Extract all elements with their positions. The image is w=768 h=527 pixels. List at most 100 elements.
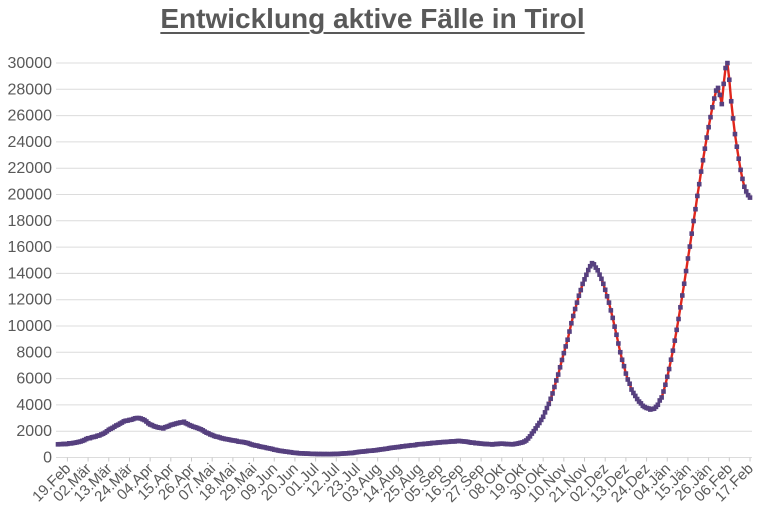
y-tick-label: 4000 [16, 397, 52, 414]
data-point-marker [593, 265, 599, 270]
data-point-marker [569, 320, 574, 326]
y-axis-labels: 0 2000 4000 6000 8000 10000 12000 14000 16000 180… [8, 55, 53, 467]
data-point-marker [552, 384, 557, 390]
data-point-marker [531, 428, 537, 434]
data-point-marker [634, 396, 640, 402]
data-point-marker [655, 402, 661, 408]
y-tick-label: 16000 [8, 239, 53, 256]
data-point-marker [527, 434, 533, 439]
data-point-marker [700, 157, 706, 163]
y-tick-label: 14000 [8, 265, 53, 282]
data-point-marker [580, 281, 585, 287]
data-point-marker [670, 348, 676, 353]
gridlines [56, 62, 752, 458]
data-point-marker [740, 176, 745, 182]
data-point-marker [561, 350, 567, 356]
data-point-marker [704, 135, 710, 140]
data-point-marker [736, 156, 742, 162]
y-tick-label: 20000 [8, 187, 53, 204]
data-point-marker [576, 293, 582, 299]
data-point-marker [602, 287, 608, 293]
data-point-marker [734, 144, 740, 149]
data-point-marker [689, 231, 695, 236]
data-point-marker [742, 184, 747, 190]
data-point-marker [542, 410, 548, 415]
data-point-marker [550, 391, 555, 396]
data-point-marker [617, 349, 623, 355]
data-point-marker [574, 300, 580, 305]
data-point-marker [702, 146, 708, 151]
data-point-marker [715, 85, 721, 91]
data-point-marker [599, 276, 604, 282]
y-tick-label: 2000 [16, 423, 52, 440]
data-point-marker [632, 393, 638, 399]
y-tick-label: 26000 [8, 108, 53, 125]
data-point-marker [666, 366, 672, 372]
data-point-marker [584, 272, 589, 278]
data-point-marker [691, 218, 696, 224]
data-point-marker [659, 395, 664, 400]
data-point-marker [538, 417, 544, 423]
y-tick-label: 22000 [8, 160, 53, 177]
data-point-marker [555, 372, 561, 377]
data-point-marker [616, 341, 621, 346]
data-point-marker [664, 374, 670, 380]
data-point-marker [582, 277, 587, 282]
data-point-marker [738, 167, 743, 173]
data-point-marker [747, 195, 753, 200]
data-point-marker [696, 181, 702, 187]
data-point-marker [625, 377, 631, 382]
data-point-marker [728, 98, 734, 104]
data-point-marker [537, 420, 542, 426]
data-point-marker [610, 315, 616, 321]
data-point-marker [743, 189, 749, 194]
data-point-marker [693, 206, 698, 212]
data-point-marker [591, 262, 597, 267]
data-point-marker [597, 272, 602, 277]
data-point-marker [680, 293, 685, 298]
data-point-marker [723, 65, 728, 71]
data-point-marker [681, 281, 687, 287]
data-point-marker [567, 329, 572, 334]
data-point-marker [730, 116, 736, 121]
data-point-marker [672, 338, 678, 343]
data-point-marker [608, 308, 614, 313]
data-point-marker [698, 169, 704, 174]
data-point-marker [678, 305, 683, 310]
data-point-marker [614, 332, 619, 338]
data-point-marker [578, 287, 584, 293]
y-tick-label: 24000 [8, 134, 53, 151]
data-point-marker [544, 405, 550, 411]
data-point-marker [695, 193, 700, 199]
data-point-marker [727, 77, 732, 83]
data-point-marker [661, 389, 666, 394]
data-point-marker [570, 313, 576, 319]
y-tick-label: 18000 [8, 213, 53, 230]
x-axis-labels: 19.Feb02.Mär13.Mär24.Mär04.Apr15.Apr26.A… [29, 460, 757, 506]
chart-title: Entwicklung aktive Fälle in Tirol [160, 3, 585, 34]
data-point-marker [717, 92, 723, 98]
data-point-marker [627, 381, 632, 387]
data-point-marker [713, 88, 719, 93]
data-point-marker [638, 401, 644, 406]
y-tick-label: 8000 [16, 344, 52, 361]
x-axis-ticks [66, 457, 751, 462]
series-line [57, 61, 751, 456]
data-point-marker [621, 363, 627, 369]
data-point-marker [535, 423, 540, 428]
data-point-marker [623, 371, 629, 376]
data-point-marker [685, 256, 691, 261]
data-point-marker [629, 387, 634, 392]
data-point-marker [585, 267, 591, 273]
y-tick-label: 28000 [8, 81, 53, 98]
data-point-marker [732, 131, 738, 137]
data-point-marker [559, 357, 565, 363]
y-tick-label: 10000 [8, 318, 53, 335]
data-point-marker [604, 293, 610, 299]
data-point-marker [595, 267, 600, 273]
data-point-marker [631, 390, 636, 396]
data-point-marker [533, 426, 538, 431]
data-point-marker [612, 324, 617, 329]
